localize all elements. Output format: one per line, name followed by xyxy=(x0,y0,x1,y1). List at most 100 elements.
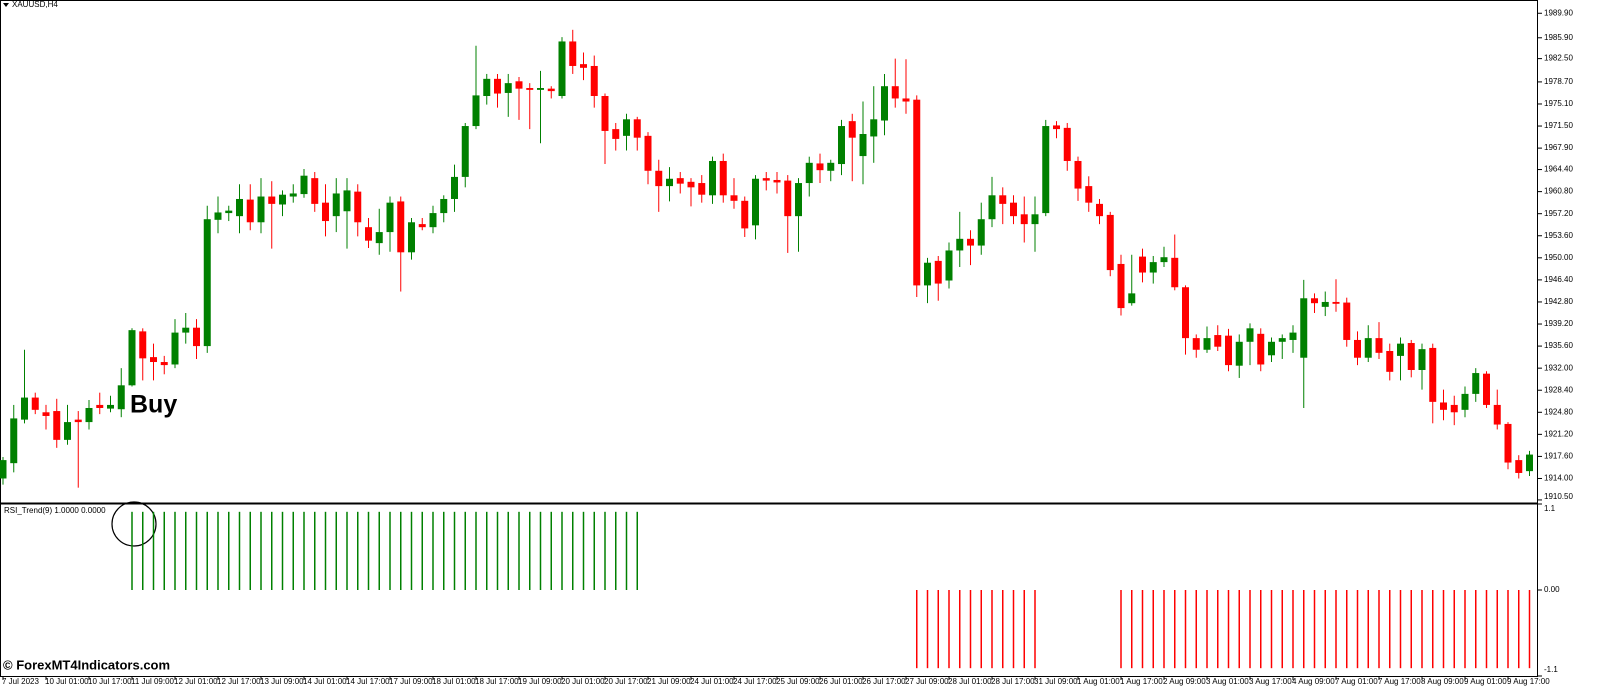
y-tick-label: 1989.90 xyxy=(1544,8,1573,17)
candle-body xyxy=(64,422,71,440)
candle-body xyxy=(1493,404,1501,425)
x-tick-label: 27 Jul 09:00 xyxy=(905,677,949,686)
candle-body xyxy=(418,224,426,228)
candle-body xyxy=(1203,338,1211,350)
candle-body xyxy=(365,227,372,241)
candle-body xyxy=(139,331,147,359)
candle-body xyxy=(1278,338,1286,342)
candle-body xyxy=(107,404,114,409)
candle-body xyxy=(1332,301,1340,304)
candle-body xyxy=(752,178,759,226)
candle-body xyxy=(246,199,254,223)
candle-body xyxy=(354,191,362,223)
candle-body xyxy=(0,460,7,479)
x-tick-label: 28 Jul 01:00 xyxy=(948,677,992,686)
x-tick-label: 14 Jul 01:00 xyxy=(303,677,347,686)
y-tick-label: 1914.00 xyxy=(1544,474,1573,483)
candle-body xyxy=(1343,302,1351,340)
y-tick-label: 1978.70 xyxy=(1544,77,1573,86)
candle-body xyxy=(762,178,770,181)
indicator-title: RSI_Trend(9) 1.0000 0.0000 xyxy=(4,506,106,515)
candle-body xyxy=(31,397,39,410)
candle-body xyxy=(1483,373,1490,405)
y-tick-label: 1950.00 xyxy=(1544,253,1573,262)
candle-body xyxy=(1042,126,1050,214)
y-tick-label: 0.00 xyxy=(1544,585,1560,594)
x-tick-label: 3 Aug 17:00 xyxy=(1249,677,1292,686)
candle-body xyxy=(913,99,921,286)
x-tick-label: 31 Jul 09:00 xyxy=(1034,677,1078,686)
candle-body xyxy=(236,198,243,217)
x-tick-label: 7 Jul 2023 xyxy=(2,677,39,686)
candle-body xyxy=(977,219,985,246)
y-tick-label: 1982.50 xyxy=(1544,54,1573,63)
y-tick-label: 1.1 xyxy=(1544,504,1556,513)
candle-body xyxy=(1418,349,1426,370)
y-tick-label: 1975.10 xyxy=(1544,99,1573,108)
candle-body xyxy=(934,260,942,284)
candle-body xyxy=(1386,350,1394,372)
candle-body xyxy=(408,222,415,253)
candle-body xyxy=(945,250,953,281)
candle-body xyxy=(279,194,286,205)
candle-body xyxy=(1450,404,1458,413)
x-tick-label: 28 Jul 17:00 xyxy=(991,677,1035,686)
candle-body xyxy=(1321,301,1329,307)
candle-body xyxy=(461,126,469,177)
candle-body xyxy=(526,88,534,90)
candle-body xyxy=(74,419,82,423)
y-tick-label: 1910.50 xyxy=(1544,492,1573,501)
x-tick-label: 25 Jul 09:00 xyxy=(776,677,820,686)
x-tick-label: 18 Jul 17:00 xyxy=(475,677,519,686)
y-tick-label: 1939.20 xyxy=(1544,319,1573,328)
x-tick-label: 9 Aug 01:00 xyxy=(1464,677,1507,686)
candle-body xyxy=(332,193,340,217)
candle-body xyxy=(472,95,480,127)
candle-body xyxy=(580,64,587,68)
candle-body xyxy=(1020,214,1028,225)
candle-body xyxy=(1268,341,1275,356)
candle-body xyxy=(85,407,93,423)
x-tick-label: 24 Jul 01:00 xyxy=(690,677,734,686)
candle-body xyxy=(171,332,179,365)
candle-body xyxy=(999,195,1007,204)
candle-body xyxy=(816,163,824,171)
candle-body xyxy=(375,232,383,244)
watermark: © ForexMT4Indicators.com xyxy=(3,657,170,672)
candle-body xyxy=(1246,328,1254,342)
y-tick-label: 1928.40 xyxy=(1544,385,1573,394)
x-tick-label: 7 Aug 01:00 xyxy=(1335,677,1378,686)
x-tick-label: 9 Aug 17:00 xyxy=(1507,677,1550,686)
candle-body xyxy=(42,412,50,416)
x-tick-label: 18 Jul 01:00 xyxy=(432,677,476,686)
candle-body xyxy=(128,330,136,386)
candle-body xyxy=(1407,343,1415,370)
candle-body xyxy=(558,41,566,97)
candle-body xyxy=(1257,333,1265,365)
candle-body xyxy=(300,175,308,195)
candle-body xyxy=(967,238,974,246)
candle-body xyxy=(1397,343,1404,356)
candle-body xyxy=(719,160,727,196)
x-tick-label: 13 Jul 09:00 xyxy=(260,677,304,686)
candle-body xyxy=(1085,186,1093,203)
candle-body xyxy=(590,65,598,97)
candle-body xyxy=(730,195,738,201)
candle-body xyxy=(343,190,351,212)
candle-body xyxy=(709,160,716,196)
candle-body xyxy=(1053,125,1060,130)
candle-body xyxy=(1461,393,1469,410)
candle-body xyxy=(988,195,996,220)
candle-body xyxy=(655,170,663,187)
candle-body xyxy=(1182,287,1189,339)
candle-body xyxy=(1429,347,1437,402)
candle-body xyxy=(117,385,125,410)
y-tick-label: 1953.60 xyxy=(1544,231,1573,240)
candle-body xyxy=(1354,339,1361,358)
y-tick-label: 1932.00 xyxy=(1544,363,1573,372)
candle-body xyxy=(494,78,501,94)
candle-body xyxy=(902,98,910,102)
candle-body xyxy=(827,162,835,171)
x-tick-label: 11 Jul 09:00 xyxy=(131,677,175,686)
